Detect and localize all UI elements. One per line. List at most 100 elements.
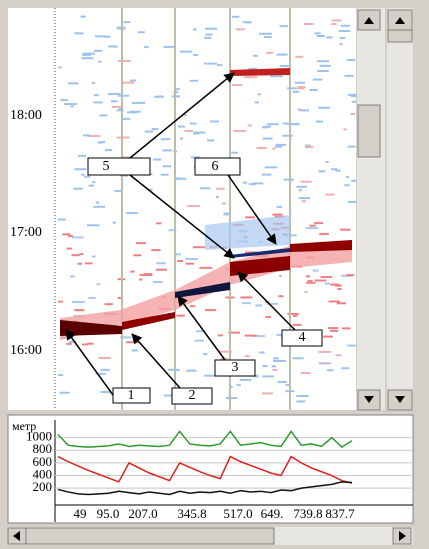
echo-speck	[97, 283, 100, 285]
y-tick-label: 200	[33, 479, 53, 494]
echo-speck	[180, 138, 183, 140]
echo-speck	[168, 369, 178, 371]
bottom-scrollbar[interactable]	[8, 527, 413, 545]
echo-speck	[265, 316, 271, 318]
echo-speck	[58, 301, 63, 303]
echo-speck	[153, 281, 163, 283]
echo-speck	[176, 315, 184, 317]
echo-speck	[98, 61, 101, 63]
echo-speck	[245, 21, 251, 23]
echo-speck	[278, 295, 283, 297]
echo-speck	[112, 106, 123, 108]
echo-speck	[310, 89, 318, 91]
echo-speck	[87, 343, 93, 345]
echo-speck	[325, 283, 330, 285]
echo-speck	[335, 285, 342, 287]
echo-speck	[276, 144, 287, 146]
echo-speck	[337, 288, 341, 290]
echo-speck	[83, 134, 90, 136]
echo-speck	[78, 263, 82, 265]
echo-speck	[156, 262, 165, 264]
echo-speck	[84, 57, 94, 59]
echo-speck	[341, 25, 350, 27]
echo-speck	[262, 375, 274, 377]
echo-speck	[218, 334, 223, 336]
echo-speck	[199, 267, 212, 269]
echo-speck	[264, 36, 272, 38]
echo-speck	[114, 190, 121, 192]
echo-speck	[315, 279, 327, 281]
echo-speck	[72, 236, 83, 238]
echo-speck	[330, 330, 338, 332]
echo-speck	[347, 59, 356, 61]
echo-speck	[346, 176, 349, 178]
echo-speck	[321, 362, 328, 364]
echo-speck	[88, 185, 94, 187]
echo-speck	[145, 131, 153, 133]
echo-speck	[314, 32, 320, 34]
echo-speck	[80, 16, 85, 18]
echo-speck	[99, 114, 107, 116]
echo-speck	[178, 126, 185, 128]
outer-scrollbar[interactable]	[387, 8, 413, 410]
echo-speck	[58, 66, 61, 68]
echo-speck	[306, 227, 319, 229]
echo-speck	[301, 372, 311, 374]
echo-speck	[296, 395, 308, 397]
echo-speck	[340, 229, 351, 231]
echo-speck	[317, 70, 329, 72]
echo-speck	[268, 123, 279, 125]
echo-speck	[306, 275, 310, 277]
echo-speck	[273, 360, 286, 362]
echo-speck	[194, 340, 203, 342]
echo-speck	[297, 87, 304, 89]
callout-label: 2	[189, 388, 196, 403]
echo-speck	[319, 351, 332, 353]
echo-speck	[80, 253, 83, 255]
echo-speck	[253, 55, 258, 57]
echo-speck	[265, 166, 278, 168]
echo-speck	[240, 379, 252, 381]
echo-speck	[272, 148, 275, 150]
echo-speck	[326, 36, 332, 38]
echo-speck	[319, 233, 326, 235]
echo-speck	[309, 225, 315, 227]
x-tick-label: 345.8	[177, 506, 206, 521]
echo-speck	[74, 168, 86, 170]
echo-speck	[298, 108, 302, 110]
echo-speck	[187, 205, 200, 207]
inner-scrollbar[interactable]	[357, 8, 385, 410]
echo-speck	[152, 128, 159, 130]
echo-speck	[295, 56, 303, 58]
echo-speck	[306, 282, 315, 284]
echo-speck	[153, 159, 161, 161]
app-window: 1 2 3 4 5 6 18:00 17:00 16:00 метр 10008…	[0, 0, 429, 549]
echo-speck	[204, 63, 208, 65]
echo-speck	[162, 149, 171, 151]
echo-speck	[87, 224, 99, 226]
echo-speck	[337, 302, 346, 304]
callout-label: 1	[128, 388, 135, 403]
echo-speck	[321, 276, 332, 278]
echo-speck	[161, 174, 169, 176]
echo-speck	[222, 202, 226, 204]
echo-speck	[184, 130, 193, 132]
echo-speck	[177, 260, 183, 262]
echo-speck	[68, 82, 79, 84]
x-tick-label: 207.0	[128, 506, 157, 521]
echo-speck	[249, 183, 256, 185]
echo-speck	[118, 60, 131, 62]
echo-speck	[105, 149, 112, 151]
echo-speck	[193, 54, 198, 56]
x-tick-label: 649.	[261, 506, 284, 521]
echo-speck	[296, 186, 307, 188]
echo-speck	[70, 276, 75, 278]
echo-speck	[72, 301, 85, 303]
echo-speck	[210, 120, 219, 122]
echo-speck	[325, 161, 328, 163]
echo-speck	[314, 222, 323, 224]
x-tick-label: 739.8	[293, 506, 322, 521]
echo-speck	[185, 263, 193, 265]
echo-speck	[329, 301, 340, 303]
echo-speck	[318, 170, 325, 172]
